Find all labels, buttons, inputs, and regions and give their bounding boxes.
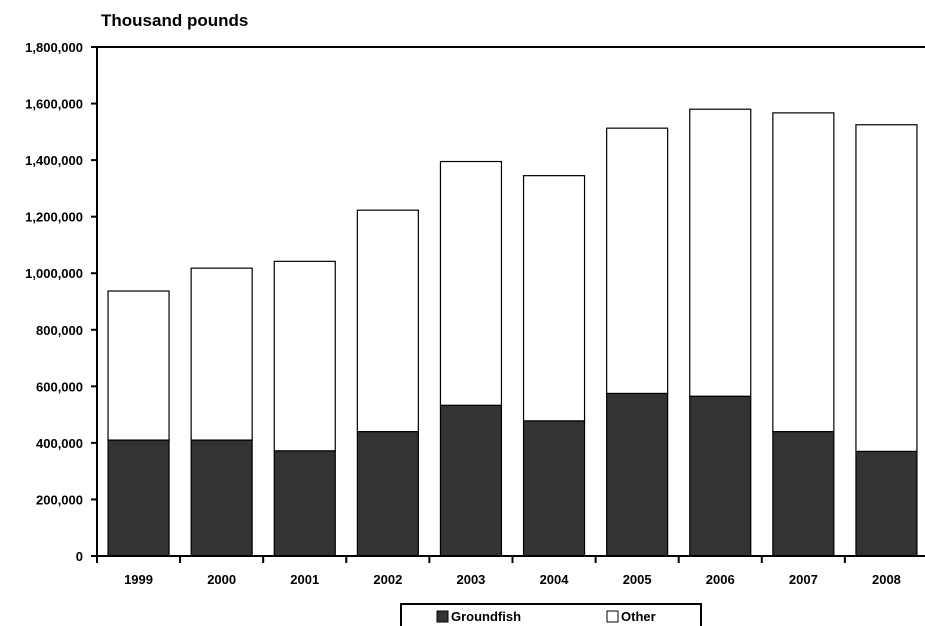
bar-groundfish-1999 — [108, 440, 169, 556]
y-tick-label: 200,000 — [36, 492, 83, 507]
x-tick-label: 1999 — [124, 572, 153, 587]
x-tick-label: 2000 — [207, 572, 236, 587]
bar-other-2002 — [357, 210, 418, 431]
bar-other-2006 — [690, 109, 751, 396]
legend-swatch-groundfish — [437, 611, 448, 622]
y-tick-label: 800,000 — [36, 323, 83, 338]
bar-other-2007 — [773, 113, 834, 432]
y-tick-label: 600,000 — [36, 379, 83, 394]
legend-swatch-other — [607, 611, 618, 622]
legend: Groundfish Other — [401, 604, 701, 626]
bar-other-1999 — [108, 291, 169, 440]
legend-label-other: Other — [621, 609, 656, 624]
x-tick-label: 2002 — [373, 572, 402, 587]
bar-other-2008 — [856, 125, 917, 452]
x-tick-label: 2008 — [872, 572, 901, 587]
x-tick-label: 2005 — [623, 572, 652, 587]
y-tick-label: 1,200,000 — [25, 210, 83, 225]
x-tick-label: 2004 — [540, 572, 570, 587]
bar-other-2003 — [440, 162, 501, 406]
bar-groundfish-2003 — [440, 405, 501, 556]
bar-groundfish-2005 — [607, 393, 668, 556]
bar-groundfish-2006 — [690, 396, 751, 556]
legend-label-groundfish: Groundfish — [451, 609, 521, 624]
bar-other-2001 — [274, 261, 335, 450]
bar-groundfish-2004 — [524, 421, 585, 556]
chart-title: Thousand pounds — [101, 11, 248, 30]
y-tick-label: 1,000,000 — [25, 266, 83, 281]
bar-other-2005 — [607, 128, 668, 393]
y-tick-label: 1,800,000 — [25, 40, 83, 55]
y-tick-label: 1,600,000 — [25, 97, 83, 112]
bar-other-2000 — [191, 268, 252, 440]
y-tick-label: 0 — [76, 549, 83, 564]
y-tick-label: 400,000 — [36, 436, 83, 451]
bars — [108, 109, 917, 556]
x-tick-label: 2006 — [706, 572, 735, 587]
x-tick-label: 2003 — [456, 572, 485, 587]
bar-groundfish-2007 — [773, 432, 834, 556]
y-axis-ticks: 0 200,000 400,000 600,000 800,000 1,000,000 1,… — [25, 40, 97, 564]
x-tick-label: 2001 — [290, 572, 319, 587]
bar-groundfish-2002 — [357, 432, 418, 556]
x-tick-label: 2007 — [789, 572, 818, 587]
x-axis-ticks: 1999 2000 2001 2002 2003 2004 2005 2006 2007 2008 — [97, 556, 925, 587]
bar-groundfish-2001 — [274, 451, 335, 556]
bar-groundfish-2000 — [191, 440, 252, 556]
bar-groundfish-2008 — [856, 451, 917, 556]
bar-other-2004 — [524, 176, 585, 421]
y-tick-label: 1,400,000 — [25, 153, 83, 168]
